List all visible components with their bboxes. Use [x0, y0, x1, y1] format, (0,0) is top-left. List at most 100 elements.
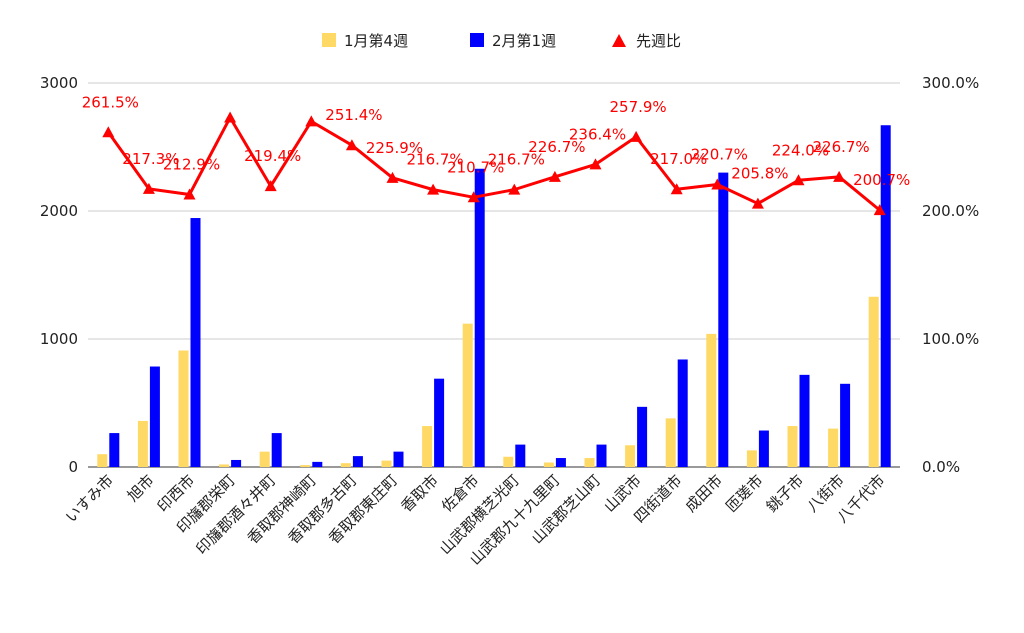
ratio-point — [427, 183, 440, 195]
ratio-line — [107, 116, 881, 212]
bar-series2 — [474, 168, 485, 467]
ratio-point — [670, 183, 683, 195]
ratio-data-label: 219.4% — [244, 147, 301, 165]
bar-series1 — [868, 296, 879, 467]
bar-series1 — [462, 323, 473, 467]
ratio-data-label: 224.0% — [772, 141, 829, 159]
ratio-data-label: 217.0% — [650, 150, 707, 168]
bar-series1 — [422, 426, 433, 467]
x-category-label: いすみ市 — [62, 471, 117, 526]
bar-series2 — [352, 456, 363, 467]
bar-series2 — [271, 433, 282, 467]
bar-series1 — [706, 333, 717, 467]
legend-label-series1: 1月第4週 — [344, 32, 408, 50]
bar-series1 — [300, 465, 311, 467]
y-left-tick-label: 1000 — [40, 330, 78, 348]
y-right-tick-label: 0.0% — [922, 458, 960, 476]
y-right-tick-label: 300.0% — [922, 74, 979, 92]
x-category-label: 匝瑳市 — [722, 471, 767, 516]
y-right-tick-label: 200.0% — [922, 202, 979, 220]
x-category-label: 香取市 — [397, 471, 442, 516]
ratio-data-label: 257.9% — [609, 98, 666, 116]
legend-label-series2: 2月第1週 — [492, 32, 556, 50]
bar-series2 — [840, 383, 851, 467]
ratio-data-label: 226.7% — [812, 138, 869, 156]
bar-series2 — [149, 366, 160, 467]
x-category-label: 旭市 — [124, 471, 158, 505]
bar-series1 — [746, 450, 757, 467]
ratio-data-label: 225.9% — [366, 139, 423, 157]
ratio-point — [711, 178, 724, 190]
legend-swatch-series2 — [470, 33, 484, 47]
ratio-point — [386, 171, 399, 183]
bar-series2 — [758, 430, 769, 467]
y-left-tick-label: 0 — [68, 458, 78, 476]
ratio-point — [630, 130, 643, 142]
x-category-label: 銚子市 — [763, 471, 808, 516]
bar-series1 — [219, 464, 230, 467]
ratio-point — [345, 139, 358, 151]
ratio-data-label: 261.5% — [82, 93, 139, 111]
ratio-data-label: 220.7% — [691, 146, 748, 164]
ratio-point — [548, 170, 561, 182]
y-left-tick-label: 3000 — [40, 74, 78, 92]
ratio-data-label: 216.7% — [406, 151, 463, 169]
bar-series2 — [677, 359, 688, 467]
bar-series1 — [584, 458, 595, 467]
ratio-point — [264, 180, 277, 192]
ratio-data-label: 216.7% — [488, 151, 545, 169]
ratio-point — [589, 158, 602, 170]
bar-series2 — [555, 458, 566, 467]
ratio-point — [508, 183, 521, 195]
bar-series1 — [381, 460, 392, 467]
bar-series2 — [109, 433, 120, 467]
bar-series1 — [340, 463, 351, 467]
ratio-point — [183, 188, 196, 200]
bar-series1 — [665, 418, 676, 467]
bar-series1 — [787, 426, 798, 467]
ratio-point — [833, 170, 846, 182]
ratio-point — [224, 111, 237, 123]
ratio-point — [873, 204, 886, 216]
bar-series2 — [190, 218, 201, 467]
legend-swatch-series1 — [322, 33, 336, 47]
bar-series1 — [137, 420, 148, 467]
ratio-point — [467, 191, 480, 203]
bar-series2 — [637, 406, 648, 467]
ratio-data-label: 217.3% — [122, 150, 179, 168]
x-category-label: 成田市 — [682, 471, 727, 516]
bar-series2 — [312, 461, 323, 467]
bar-series1 — [259, 451, 270, 467]
bar-series2 — [434, 378, 445, 467]
ratio-point — [792, 174, 805, 186]
ratio-data-label: 212.9% — [163, 155, 220, 173]
legend-swatch-ratio — [612, 34, 626, 47]
y-left-tick-label: 2000 — [40, 202, 78, 220]
ratio-data-label: 200.7% — [853, 171, 910, 189]
bar-series2 — [515, 444, 526, 467]
bar-series1 — [625, 445, 636, 467]
bar-series1 — [178, 350, 189, 467]
ratio-point — [102, 126, 115, 138]
ratio-data-label: 236.4% — [569, 125, 626, 143]
y-right-tick-label: 100.0% — [922, 330, 979, 348]
legend-label-ratio: 先週比 — [636, 32, 681, 50]
bar-series2 — [596, 444, 607, 467]
bar-series2 — [718, 172, 729, 467]
bar-series2 — [393, 451, 404, 467]
ratio-data-label: 251.4% — [325, 106, 382, 124]
bar-series2 — [799, 374, 810, 467]
ratio-data-label: 205.8% — [731, 165, 788, 183]
ratio-data-label: 210.7% — [447, 158, 504, 176]
ratio-point — [751, 197, 764, 209]
bar-series2 — [231, 459, 242, 467]
ratio-data-label: 226.7% — [528, 138, 585, 156]
ratio-point — [305, 115, 318, 127]
bar-series1 — [97, 454, 108, 467]
bar-series1 — [828, 428, 839, 467]
ratio-point — [142, 182, 155, 194]
bar-series2 — [880, 125, 891, 468]
bar-series1 — [543, 462, 554, 467]
bar-series1 — [503, 456, 514, 467]
